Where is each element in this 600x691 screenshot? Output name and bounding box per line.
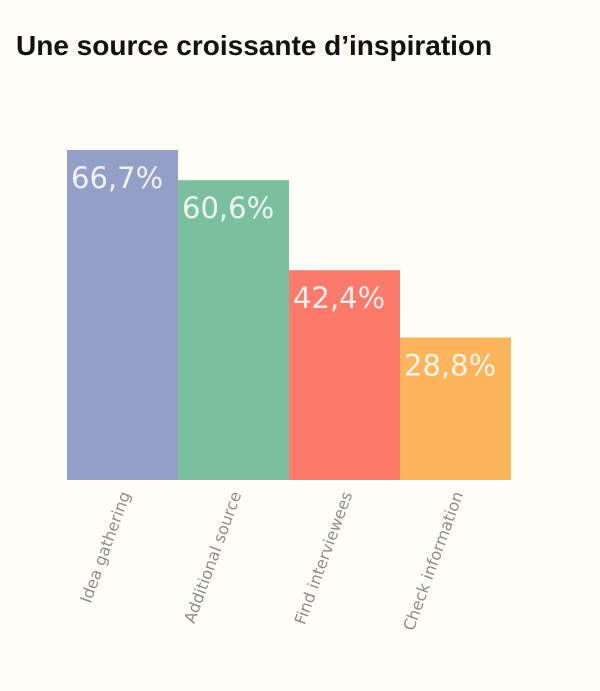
bar-additional-source <box>178 180 289 480</box>
bar-find-interviewees <box>289 270 400 480</box>
bar-idea-gathering <box>67 150 178 480</box>
category-labels: Idea gathering Additional source Find inte… <box>76 489 467 633</box>
category-label-find-interviewees: Find interviewees <box>291 489 357 627</box>
value-label-additional-source: 60,6% <box>182 191 274 225</box>
category-label-idea-gathering: Idea gathering <box>76 489 134 606</box>
value-labels: 66,7% 60,6% 42,4% 28,8% <box>71 161 496 383</box>
category-label-additional-source: Additional source <box>180 489 245 626</box>
chart-title: Une source croissante d’inspiration <box>16 30 493 61</box>
category-label-check-information: Check information <box>399 489 467 633</box>
value-label-idea-gathering: 66,7% <box>71 161 163 195</box>
value-label-check-information: 28,8% <box>404 349 496 383</box>
bar-check-information <box>400 337 511 480</box>
value-label-find-interviewees: 42,4% <box>293 281 385 315</box>
bars <box>67 150 511 480</box>
